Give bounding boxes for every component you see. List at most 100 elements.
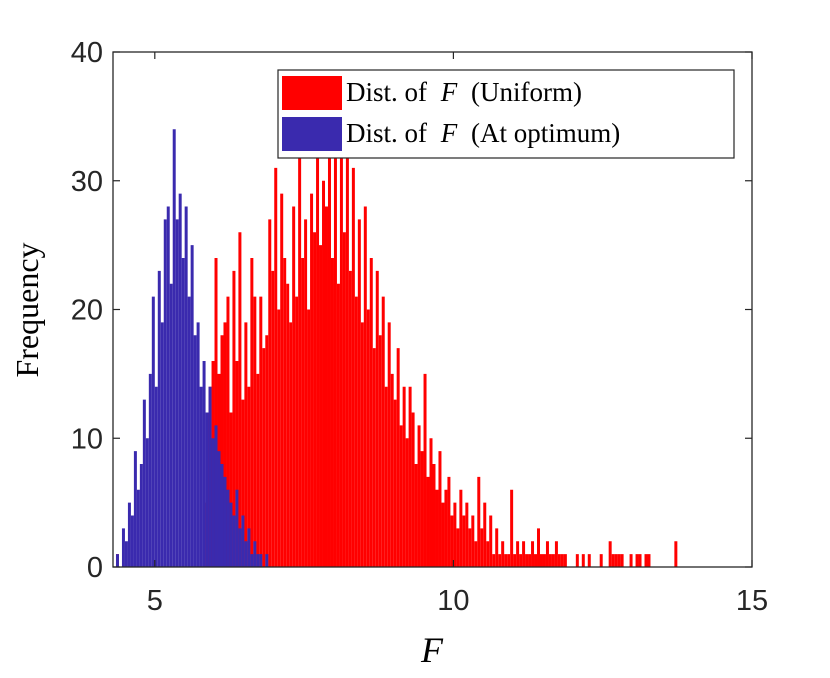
bar-uniform-16 [250,258,254,567]
bar-uniform-64 [393,399,397,568]
bar-uniform-55 [366,309,370,567]
bar-uniform-81 [444,489,448,567]
bar-optimum-22 [184,206,188,567]
bar-uniform-44 [333,155,337,567]
bar-uniform-20 [262,348,266,568]
bar-uniform-127 [611,554,615,568]
bar-uniform-72 [417,425,421,568]
bar-uniform-105 [516,541,520,567]
bar-uniform-95 [486,541,490,567]
bar-optimum-38 [232,515,236,567]
bar-optimum-8 [142,399,146,568]
bar-optimum-37 [229,502,233,568]
bar-optimum-14 [160,322,164,568]
bar-uniform-126 [608,541,612,567]
y-tick-label-1: 10 [71,423,103,455]
bar-uniform-18 [256,373,260,568]
bar-uniform-104 [513,554,517,568]
bar-uniform-121 [563,554,567,568]
bar-uniform-122 [575,554,579,568]
bar-uniform-9 [229,412,233,567]
bar-uniform-115 [545,541,549,567]
bar-optimum-28 [202,361,206,567]
bar-uniform-111 [534,554,538,568]
bar-uniform-67 [402,386,406,567]
bar-uniform-96 [489,515,493,567]
y-tick-label-0: 0 [87,552,103,584]
bar-uniform-49 [348,270,352,568]
bar-uniform-65 [396,348,400,568]
bar-uniform-100 [501,541,505,567]
bar-optimum-15 [163,219,167,568]
legend-optimum-suffix: (At optimum) [471,118,620,148]
bar-optimum-30 [208,386,212,567]
bar-uniform-76 [429,438,433,567]
bar-optimum-12 [154,386,158,567]
bar-uniform-36 [310,193,314,568]
y-tick-label-2: 20 [71,295,103,327]
legend-uniform-suffix: (Uniform) [471,77,582,107]
bar-optimum-42 [244,541,248,567]
bar-uniform-23 [271,270,275,568]
bar-uniform-50 [351,167,355,568]
bar-uniform-90 [471,515,475,567]
bar-uniform-11 [235,361,239,567]
x-tick-label-1: 10 [437,585,469,617]
bar-uniform-128 [614,554,618,568]
bar-uniform-12 [238,232,242,567]
bar-uniform-130 [620,554,624,568]
bar-uniform-120 [560,554,564,568]
bar-uniform-56 [369,258,373,567]
bar-uniform-124 [587,554,591,568]
bar-uniform-77 [432,464,436,567]
bar-optimum-16 [166,206,170,567]
bar-optimum-24 [190,245,194,568]
bar-uniform-31 [295,296,299,568]
bar-uniform-114 [542,554,546,568]
bar-uniform-26 [280,193,284,568]
bar-optimum-11 [151,296,155,568]
bar-uniform-42 [327,142,331,568]
legend-uniform-prefix: Dist. of [346,77,427,107]
bar-uniform-82 [447,476,451,568]
bar-uniform-33 [301,258,305,567]
bar-uniform-73 [420,451,424,568]
bar-uniform-136 [674,541,678,567]
bar-optimum-31 [211,438,215,567]
bar-uniform-87 [462,515,466,567]
bar-uniform-83 [450,515,454,567]
bar-uniform-34 [304,219,308,568]
bar-uniform-51 [354,296,358,568]
bar-optimum-25 [193,335,197,567]
bar-uniform-118 [554,541,558,567]
bar-uniform-52 [357,219,361,568]
bar-uniform-84 [453,502,457,568]
bar-uniform-35 [307,309,311,567]
bar-optimum-3 [127,502,131,568]
y-axis-title: Frequency [9,242,45,377]
bar-uniform-13 [241,399,245,568]
bar-uniform-59 [378,335,382,567]
bar-optimum-40 [238,528,242,568]
bar-uniform-22 [268,219,272,568]
bar-optimum-32 [214,425,218,568]
bar-uniform-131 [629,554,633,568]
bar-uniform-129 [617,554,621,568]
bar-uniform-17 [253,296,257,568]
bar-uniform-80 [441,502,445,568]
bar-uniform-92 [477,476,481,568]
bar-optimum-18 [172,129,176,567]
bar-uniform-123 [581,554,585,568]
legend: Dist. of F (Uniform) Dist. of F (At opti… [277,69,735,159]
legend-optimum-var: F [440,118,458,148]
bar-uniform-39 [319,245,323,568]
bar-optimum-7 [139,464,143,567]
bar-optimum-41 [241,515,245,567]
bar-uniform-7 [223,322,227,568]
legend-label-optimum: Dist. of F (At optimum) [346,118,620,148]
bar-uniform-30 [292,206,296,567]
bar-uniform-62 [387,322,391,568]
bar-optimum-10 [148,373,152,568]
bar-uniform-103 [510,489,514,567]
